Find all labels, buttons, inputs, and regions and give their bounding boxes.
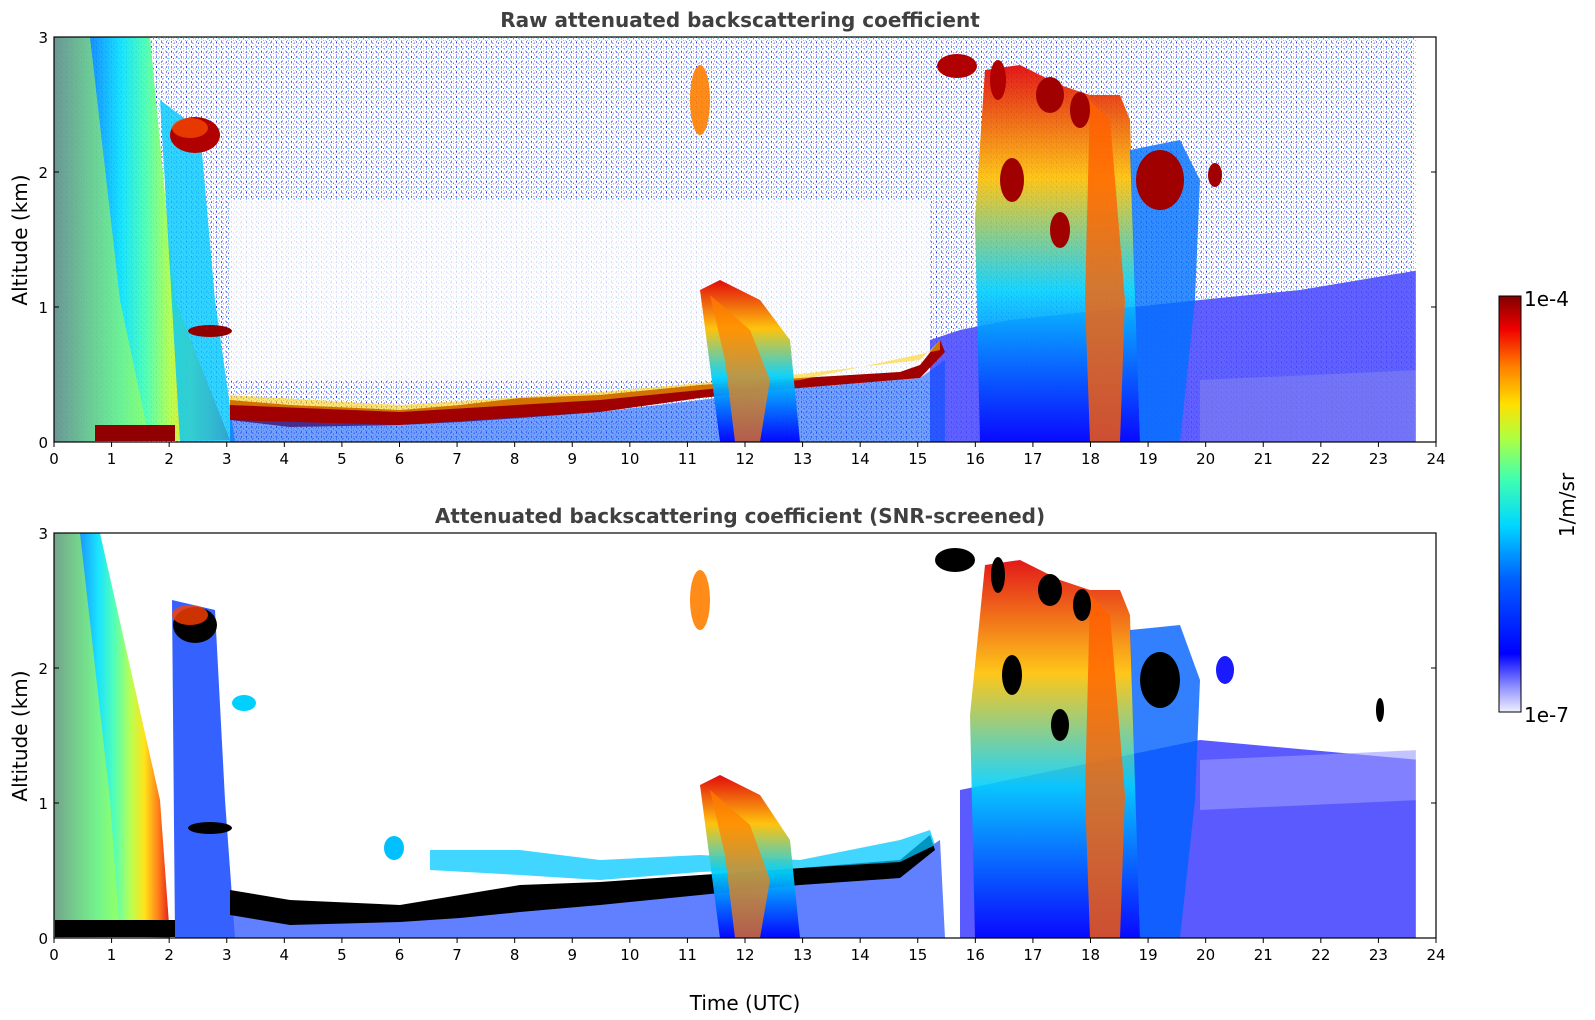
x-tick-label: 11	[678, 946, 697, 964]
no-data-region	[1415, 37, 1436, 442]
x-tick-label: 20	[1196, 450, 1215, 468]
x-tick-label: 21	[1254, 450, 1273, 468]
y-tick-label: 3	[38, 525, 48, 543]
x-tick-label: 22	[1311, 946, 1330, 964]
no-data-region	[1415, 533, 1436, 938]
x-tick-label: 17	[1023, 450, 1042, 468]
x-tick-label: 15	[908, 946, 927, 964]
x-tick-label: 1	[107, 946, 117, 964]
colorbar-min-label: 1e-7	[1524, 703, 1569, 727]
x-tick-label: 19	[1139, 946, 1158, 964]
top-y-axis-label: Altitude (km)	[8, 174, 32, 305]
bottom-plot-area	[54, 533, 1436, 938]
x-tick-label: 2	[164, 450, 174, 468]
top-chart-title: Raw attenuated backscattering coefficien…	[500, 8, 980, 32]
y-tick-label: 0	[38, 434, 48, 452]
x-tick-label: 16	[966, 450, 985, 468]
x-tick-label: 7	[452, 450, 462, 468]
x-tick-label: 12	[735, 946, 754, 964]
x-tick-label: 11	[678, 450, 697, 468]
x-tick-label: 24	[1426, 450, 1445, 468]
x-tick-label: 10	[620, 946, 639, 964]
x-tick-label: 6	[395, 946, 405, 964]
top-panel: Raw attenuated backscattering coefficien…	[8, 8, 1446, 468]
colorbar-max-label: 1e-4	[1524, 287, 1569, 311]
x-tick-label: 18	[1081, 946, 1100, 964]
top-plot-area	[54, 37, 1436, 442]
colorbar-unit-label: 1/m/sr	[1555, 472, 1579, 537]
y-tick-label: 1	[38, 795, 48, 813]
x-tick-label: 14	[851, 946, 870, 964]
x-tick-label: 0	[49, 946, 59, 964]
y-tick-label: 1	[38, 299, 48, 317]
x-tick-label: 16	[966, 946, 985, 964]
bottom-x-axis-label: Time (UTC)	[689, 991, 801, 1015]
x-tick-label: 23	[1369, 946, 1388, 964]
x-tick-label: 15	[908, 450, 927, 468]
y-tick-label: 3	[38, 29, 48, 47]
x-tick-label: 9	[567, 946, 577, 964]
x-tick-label: 21	[1254, 946, 1273, 964]
x-tick-label: 6	[395, 450, 405, 468]
x-tick-label: 20	[1196, 946, 1215, 964]
x-tick-label: 8	[510, 450, 520, 468]
top-y-ticks: 0 1 2 3	[38, 29, 1436, 452]
x-tick-label: 7	[452, 946, 462, 964]
y-tick-label: 2	[38, 164, 48, 182]
x-tick-label: 8	[510, 946, 520, 964]
x-tick-label: 23	[1369, 450, 1388, 468]
x-tick-label: 24	[1426, 946, 1445, 964]
x-tick-label: 2	[164, 946, 174, 964]
bottom-panel: Attenuated backscattering coefficient (S…	[8, 504, 1446, 1015]
x-tick-label: 3	[222, 946, 232, 964]
x-tick-label: 12	[735, 450, 754, 468]
x-tick-label: 13	[793, 450, 812, 468]
bottom-x-ticks: 0 1 2 3 4 5 6 7 8 9 10 11 12 13 14 15 16 17 18 19 20 21 22 23 24	[49, 938, 1446, 964]
x-tick-label: 4	[280, 946, 290, 964]
x-tick-label: 3	[222, 450, 232, 468]
x-tick-label: 10	[620, 450, 639, 468]
x-tick-label: 14	[851, 450, 870, 468]
x-tick-label: 5	[337, 946, 347, 964]
x-tick-label: 17	[1023, 946, 1042, 964]
x-tick-label: 5	[337, 450, 347, 468]
bottom-y-axis-label: Altitude (km)	[8, 670, 32, 801]
x-tick-label: 19	[1139, 450, 1158, 468]
x-tick-label: 1	[107, 450, 117, 468]
y-tick-label: 2	[38, 660, 48, 678]
bottom-chart-title: Attenuated backscattering coefficient (S…	[435, 504, 1045, 528]
x-tick-label: 18	[1081, 450, 1100, 468]
y-tick-label: 0	[38, 930, 48, 948]
x-tick-label: 13	[793, 946, 812, 964]
bottom-y-ticks: 0 1 2 3	[38, 525, 1436, 948]
colorbar: 1e-4 1e-7 1/m/sr	[1498, 287, 1579, 727]
colorbar-ramp	[1498, 295, 1522, 713]
x-tick-label: 0	[49, 450, 59, 468]
top-x-ticks: 0 1 2 3 4 5 6 7 8 9 10 11 12 13 14 15 16 17 18 19 20 21 22 23 24	[49, 442, 1446, 468]
x-tick-label: 9	[567, 450, 577, 468]
x-tick-label: 4	[280, 450, 290, 468]
x-tick-label: 22	[1311, 450, 1330, 468]
